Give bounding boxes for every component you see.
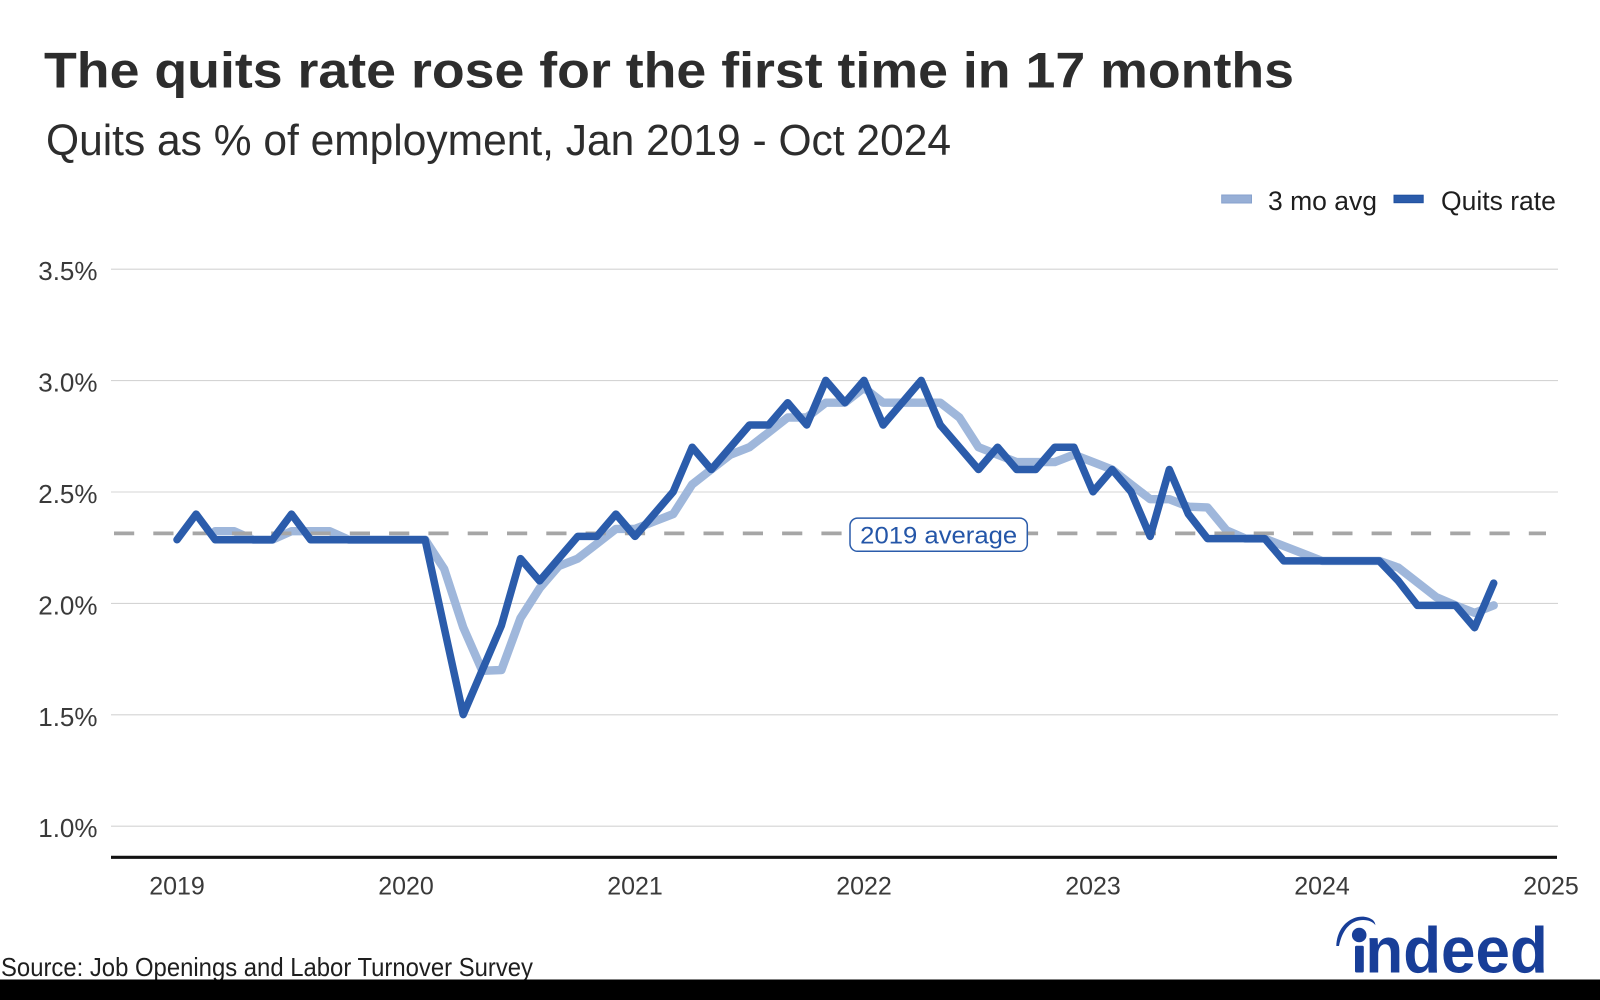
svg-text:2019: 2019 xyxy=(149,872,205,900)
svg-text:2021: 2021 xyxy=(607,872,663,900)
svg-text:ndeed: ndeed xyxy=(1365,914,1547,987)
svg-text:3.5%: 3.5% xyxy=(38,256,97,286)
svg-text:2024: 2024 xyxy=(1294,872,1350,900)
svg-text:Quits as % of employment, Jan: Quits as % of employment, Jan 2019 - Oct… xyxy=(46,116,951,165)
svg-text:1.0%: 1.0% xyxy=(38,813,97,843)
svg-text:2022: 2022 xyxy=(836,872,892,900)
svg-text:3 mo avg: 3 mo avg xyxy=(1268,186,1377,216)
svg-text:The quits rate rose for the fi: The quits rate rose for the first time i… xyxy=(44,43,1294,99)
svg-text:2.0%: 2.0% xyxy=(38,590,97,620)
svg-text:Source: Job Openings and Labor: Source: Job Openings and Labor Turnover … xyxy=(1,952,533,982)
svg-text:2023: 2023 xyxy=(1065,872,1121,900)
svg-text:2019 average: 2019 average xyxy=(860,523,1017,550)
svg-text:Quits rate: Quits rate xyxy=(1441,186,1556,216)
svg-text:1.5%: 1.5% xyxy=(38,702,97,732)
svg-text:2025: 2025 xyxy=(1523,872,1579,900)
svg-text:2.5%: 2.5% xyxy=(38,479,97,509)
svg-text:3.0%: 3.0% xyxy=(38,368,97,398)
svg-text:2020: 2020 xyxy=(378,872,434,900)
